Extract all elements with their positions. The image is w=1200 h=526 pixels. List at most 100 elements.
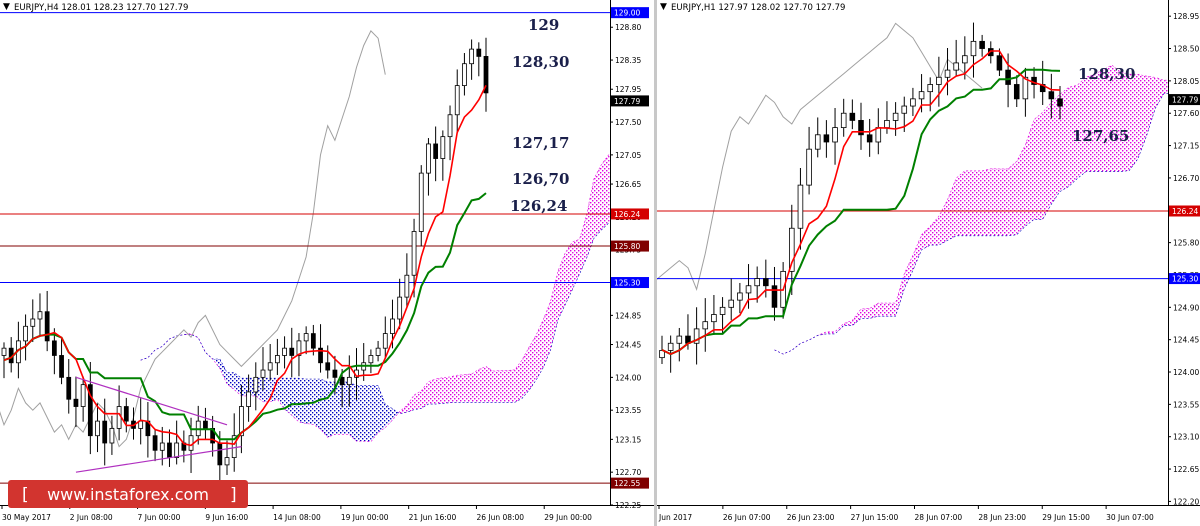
candle-body: [927, 84, 933, 93]
time-axis-label: 30 May 2017: [2, 513, 51, 522]
price-axis-label: 123.55: [1173, 400, 1199, 409]
price-tag-box: [1169, 273, 1200, 285]
tenkan-sen-line: [661, 50, 1061, 355]
kumo-cloud-segment: [457, 374, 465, 403]
candle-body: [37, 311, 43, 320]
candle-body: [426, 143, 431, 174]
candle-body: [440, 136, 446, 159]
candle-body: [80, 384, 86, 407]
kumo-cloud-segment: [1120, 72, 1130, 172]
candle-body: [167, 442, 172, 458]
candle-body: [239, 406, 244, 437]
kumo-cloud-segment: [342, 382, 350, 435]
kumo-cloud-segment: [878, 303, 887, 317]
h4-header-arrow[interactable]: ▼: [3, 2, 10, 12]
price-axis-label: 124.00: [615, 373, 641, 382]
kumo-cloud-segment: [428, 379, 436, 405]
candle-body: [667, 342, 674, 351]
price-tag-label: 127.79: [614, 97, 640, 106]
kumo-cloud-segment: [435, 377, 443, 405]
h4-chart-panel[interactable]: ▼ EURJPY,H4 128.01 128.23 127.70 127.79 …: [0, 0, 654, 526]
price-axis-label: 122.65: [1173, 465, 1199, 474]
time-axis-label: 27 Jun 15:00: [851, 513, 899, 522]
kumo-cloud-segment: [843, 320, 853, 326]
kumo-cloud-segment: [999, 168, 1009, 236]
candle-body: [217, 442, 223, 466]
candle-body: [296, 340, 302, 356]
candle-body: [346, 376, 352, 386]
h4-time-axis: 30 May 2017 2 Jun 08:00 7 Jun 00:00 9 Jun 1…: [1, 505, 592, 522]
candle-body: [719, 306, 726, 315]
kumo-cloud-segment: [514, 360, 522, 403]
candle-body: [411, 231, 417, 276]
kumo-cloud-segment: [990, 168, 1000, 236]
time-axis-label: 29 Jun 00:00: [544, 513, 592, 522]
h1-header-arrow[interactable]: ▼: [660, 2, 667, 12]
candle-body: [390, 318, 395, 334]
h4-chart-header: EURJPY,H4 128.01 128.23 127.70 127.79: [14, 3, 188, 13]
candle-body: [87, 384, 93, 437]
kumo-cloud-segment: [557, 253, 566, 320]
candle-body: [901, 105, 908, 114]
senkou-span-b-line: [140, 223, 610, 415]
h4-plot-area: [0, 12, 610, 484]
kumo-cloud-segment: [378, 385, 386, 433]
candle-body: [447, 114, 453, 138]
kumo-cloud-segment: [234, 372, 242, 396]
price-axis-label: 128.95: [1173, 12, 1199, 21]
price-axis-label: 124.45: [615, 341, 641, 350]
candle-body: [737, 292, 743, 301]
price-axis-label: 127.05: [615, 151, 641, 160]
price-tag-label: 126.24: [1172, 207, 1198, 216]
candle-body: [483, 56, 489, 94]
kumo-cloud-segment: [904, 255, 913, 289]
kumo-cloud-segment: [399, 405, 407, 414]
candle-body: [203, 420, 208, 429]
kumo-cloud-segment: [1060, 87, 1069, 192]
h1-chart-panel[interactable]: ▼ EURJPY,H1 127.97 128.02 127.70 127.79 …: [584, 0, 1200, 526]
candle-body: [1013, 84, 1020, 100]
price-axis-label: 127.15: [1173, 142, 1199, 151]
h1-level-annotations: 128,30 127,65: [1072, 65, 1135, 145]
price-tag-label: 125.80: [614, 242, 640, 251]
kumo-cloud-segment: [835, 323, 844, 334]
candle-body: [875, 127, 882, 143]
kumo-cloud-segment: [1146, 76, 1156, 137]
triangle-lower-line: [75, 446, 242, 473]
candle-body: [1022, 76, 1029, 100]
candle-body: [368, 355, 374, 364]
candle-body: [476, 48, 482, 57]
candle-body: [910, 98, 916, 107]
price-axis-label: 124.45: [1173, 336, 1199, 345]
price-axis-label: 123.10: [1173, 433, 1199, 442]
price-axis-label: 127.60: [1173, 109, 1199, 118]
candle-body: [325, 362, 331, 371]
kumo-cloud-segment: [277, 378, 285, 410]
kumo-cloud-segment: [486, 366, 494, 403]
kumo-cloud-segment: [586, 178, 594, 258]
candle-body: [23, 325, 28, 342]
candle-body: [1, 347, 7, 356]
candle-body: [433, 143, 439, 159]
kumo-cloud-segment: [212, 359, 220, 369]
kumo-cloud-segment: [869, 303, 879, 319]
h4-level-annotations: 129 128,30 127,17 126,70 126,24: [510, 16, 569, 215]
candle-body: [310, 333, 316, 349]
candle-body: [693, 328, 700, 344]
panel-divider[interactable]: [654, 0, 657, 526]
level-annotation: 128,30: [1078, 65, 1135, 83]
price-axis-label: 122.25: [615, 501, 641, 510]
kumo-cloud-segment: [601, 155, 609, 231]
candle-body: [979, 40, 985, 49]
instaforex-watermark[interactable]: [ www.instaforex.com ]: [8, 480, 248, 508]
time-axis-label: 19 Jun 00:00: [341, 513, 389, 522]
kijun-sen-line: [661, 68, 1061, 356]
time-axis-label: 28 Jun 23:00: [978, 513, 1026, 522]
time-axis-label: 7 Jun 00:00: [138, 513, 181, 522]
candle-body: [1048, 91, 1055, 100]
kumo-cloud-segment: [306, 379, 314, 425]
svg-text:[: [: [22, 485, 29, 505]
kumo-cloud-segment: [1008, 161, 1017, 236]
candle-body: [840, 112, 847, 129]
candle-body: [462, 63, 467, 86]
